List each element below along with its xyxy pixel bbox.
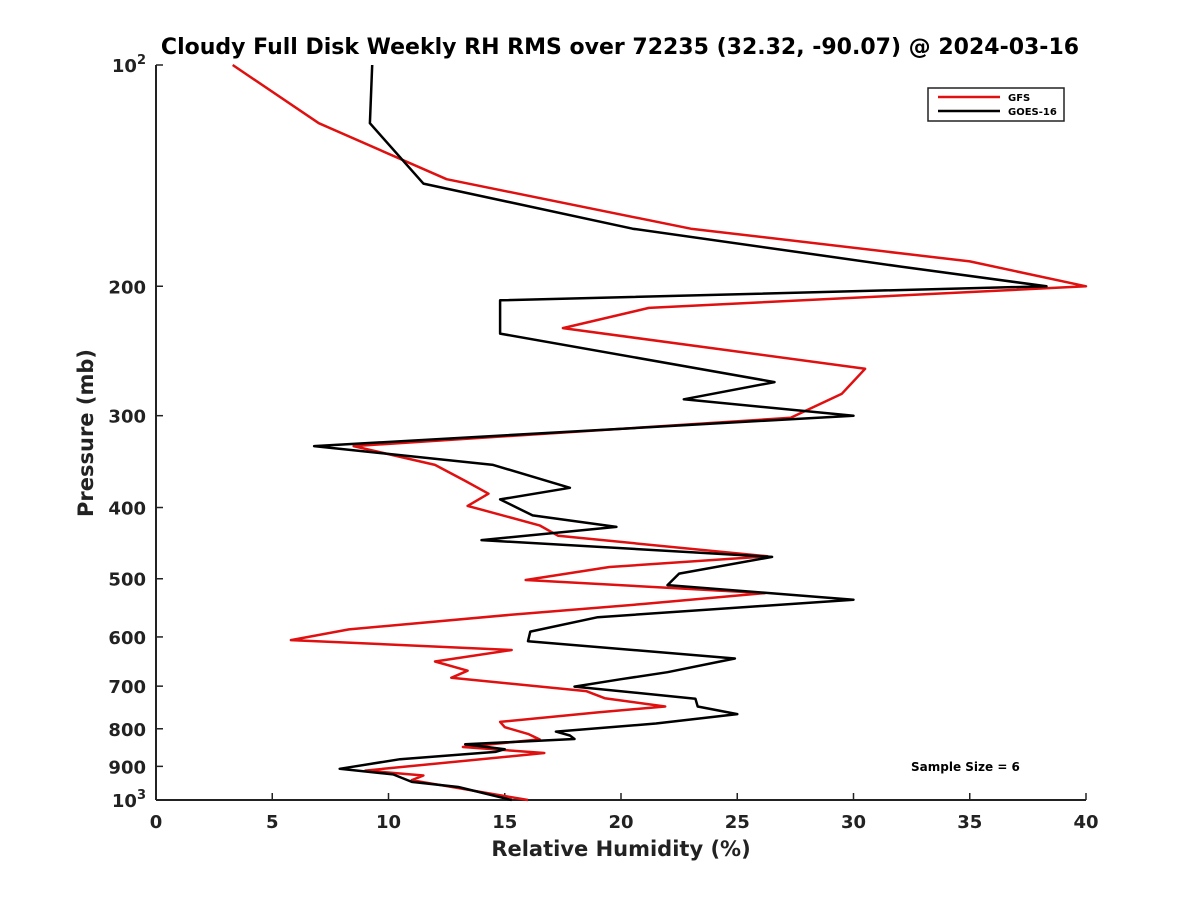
- x-ticks: 0 5 10 15 20 25 30 35 40: [150, 793, 1099, 833]
- series-layer: [231, 63, 1088, 802]
- y-tick-label-300: 300: [108, 407, 146, 428]
- y-tick-label-200: 200: [108, 277, 146, 298]
- x-tick-label-35: 35: [957, 812, 982, 833]
- x-tick-label-15: 15: [492, 812, 517, 833]
- x-tick-label-10: 10: [376, 812, 401, 833]
- x-tick-label-25: 25: [725, 812, 750, 833]
- y-tick-label-100: 102: [112, 53, 146, 77]
- legend-label-gfs: GFS: [1008, 93, 1030, 104]
- x-tick-label-5: 5: [266, 812, 279, 833]
- y-tick-label-900: 900: [108, 757, 146, 778]
- chart-title: Cloudy Full Disk Weekly RH RMS over 7223…: [161, 35, 1079, 60]
- y-tick-label-800: 800: [108, 720, 146, 741]
- sample-size-annotation: Sample Size = 6: [911, 760, 1020, 774]
- y-tick-label-700: 700: [108, 677, 146, 698]
- x-tick-label-0: 0: [150, 812, 163, 833]
- y-tick-label-600: 600: [108, 628, 146, 649]
- x-axis-label: Relative Humidity (%): [491, 837, 750, 861]
- legend-label-goes16: GOES-16: [1008, 107, 1057, 118]
- series-line-gfs: [231, 63, 1088, 802]
- y-tick-exponent-1000: 3: [137, 788, 146, 803]
- y-tick-exponent-100: 2: [137, 53, 146, 68]
- legend-box: [927, 87, 1065, 122]
- x-tick-label-20: 20: [608, 812, 633, 833]
- legend: GFS GOES-16: [927, 87, 1065, 122]
- y-tick-label-1000: 103: [112, 788, 146, 812]
- y-tick-base-1000: 10: [112, 791, 137, 812]
- y-tick-label-500: 500: [108, 570, 146, 591]
- y-tick-label-400: 400: [108, 499, 146, 520]
- series-line-goes16: [312, 64, 1048, 802]
- x-tick-label-30: 30: [841, 812, 866, 833]
- y-tick-base-100: 10: [112, 56, 137, 77]
- y-axis-label: Pressure (mb): [74, 349, 98, 517]
- x-tick-label-40: 40: [1073, 812, 1098, 833]
